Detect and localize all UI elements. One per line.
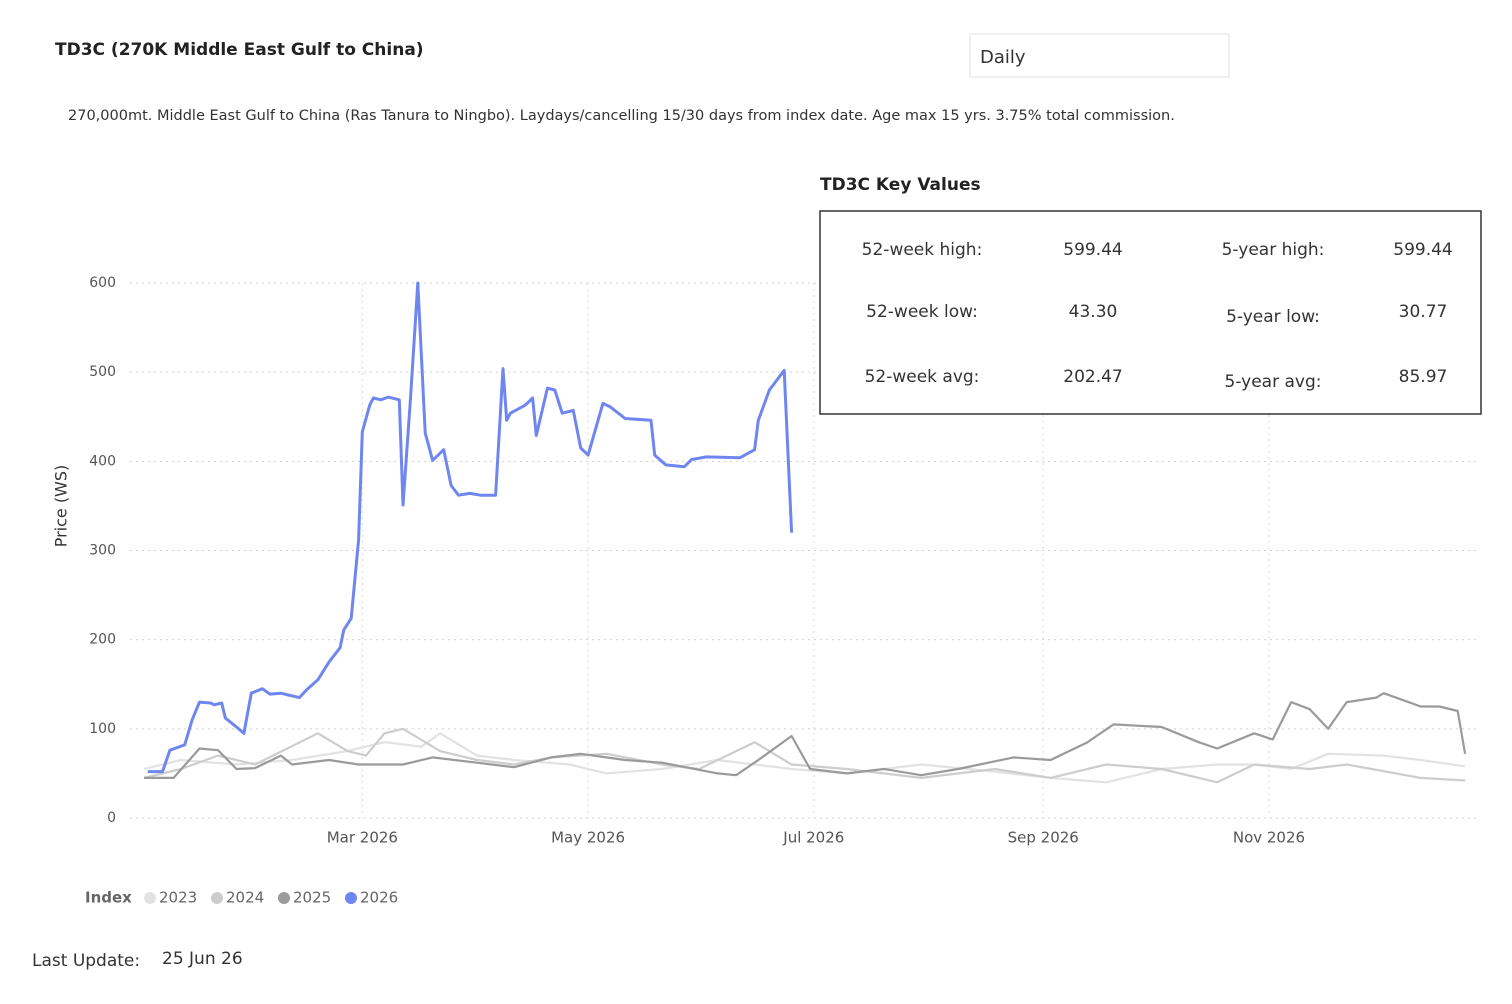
legend-marker [345, 892, 357, 904]
key-value: 43.30 [1069, 302, 1118, 322]
plot: 0 100 200 300 400 500 600 Mar 2026 May 2026 Jul 2… [89, 275, 1478, 847]
key-value: 202.47 [1063, 367, 1122, 387]
dropdown-value[interactable]: Daily [980, 47, 1026, 68]
key-value: 30.77 [1399, 302, 1448, 322]
legend-title: Index [85, 889, 132, 907]
key-label: 5-year avg: [1225, 372, 1322, 392]
legend-marker [211, 892, 223, 904]
x-tick-label: Jul 2026 [782, 829, 844, 847]
key-value: 85.97 [1399, 367, 1448, 387]
key-values: 52-week high: 599.44 5-year high: 599.44 52-… [862, 240, 1453, 392]
y-tick-label: 400 [89, 453, 116, 469]
legend-marker [278, 892, 290, 904]
subtitle: 270,000mt. Middle East Gulf to China (Ra… [68, 108, 1175, 124]
series-line [147, 281, 794, 774]
legend-label: 2025 [293, 889, 331, 907]
legend-label: 2024 [226, 889, 264, 907]
dropdown[interactable] [969, 33, 1230, 78]
y-axis-title: Price (WS) [52, 465, 71, 548]
legend-label: 2023 [159, 889, 197, 907]
legend-marker [144, 892, 156, 904]
series-line [144, 692, 1467, 779]
last-update-value: 25 Jun 26 [162, 949, 243, 969]
x-tick-label: Sep 2026 [1008, 829, 1079, 847]
x-tick-label: May 2026 [551, 829, 625, 847]
key-values-box [819, 210, 1482, 415]
y-tick-label: 0 [107, 810, 116, 826]
key-label: 5-year low: [1226, 307, 1320, 327]
legend: 2023 2024 2025 2026 [144, 889, 398, 907]
legend-label: 2026 [360, 889, 398, 907]
key-label: 5-year high: [1222, 240, 1325, 260]
key-label: 52-week avg: [865, 367, 980, 387]
key-values-title: TD3C Key Values [820, 175, 981, 195]
y-tick-label: 300 [89, 543, 116, 559]
key-label: 52-week low: [866, 302, 978, 322]
key-value: 599.44 [1063, 240, 1122, 260]
y-tick-label: 600 [89, 275, 116, 291]
key-value: 599.44 [1393, 240, 1452, 260]
y-tick-label: 200 [89, 632, 116, 648]
x-tick-label: Nov 2026 [1233, 829, 1305, 847]
x-tick-label: Mar 2026 [327, 829, 398, 847]
y-tick-label: 500 [89, 364, 116, 380]
chart-title: TD3C (270K Middle East Gulf to China) [55, 40, 424, 60]
last-update-label: Last Update: [32, 951, 140, 971]
key-label: 52-week high: [862, 240, 983, 260]
y-tick-label: 100 [89, 721, 116, 737]
